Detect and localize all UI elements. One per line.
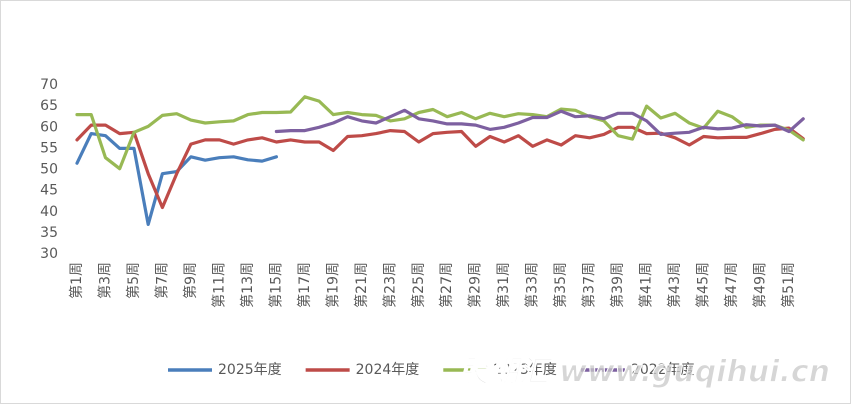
x-tick-label: 第37周 bbox=[581, 262, 598, 308]
y-tick-label: 50 bbox=[40, 162, 58, 178]
x-tick-label: 第47周 bbox=[723, 262, 740, 308]
x-tick-label: 第7周 bbox=[153, 262, 170, 299]
x-tick-label: 第9周 bbox=[182, 262, 199, 299]
legend-label: 2022年度 bbox=[631, 362, 695, 378]
x-tick-label: 第43周 bbox=[666, 262, 683, 308]
x-tick-label: 第39周 bbox=[609, 262, 626, 308]
series-line bbox=[75, 95, 805, 171]
y-tick-label: 70 bbox=[40, 77, 58, 93]
x-tick-label: 第3周 bbox=[96, 262, 113, 299]
watermark: 股期汇 www.guqihui.cn bbox=[458, 355, 830, 390]
x-tick-label: 第23周 bbox=[381, 262, 398, 308]
y-tick-label: 30 bbox=[40, 246, 58, 262]
y-tick-label: 35 bbox=[40, 225, 58, 241]
series-line bbox=[274, 108, 805, 136]
x-tick-label: 第33周 bbox=[524, 262, 541, 308]
x-tick-label: 第31周 bbox=[495, 262, 512, 308]
series-line bbox=[75, 123, 805, 210]
x-tick-label: 第17周 bbox=[296, 262, 313, 308]
x-tick-label: 第1周 bbox=[68, 262, 85, 299]
x-tick-label: 第35周 bbox=[552, 262, 569, 308]
x-tick-label: 第5周 bbox=[125, 262, 142, 299]
x-tick-label: 第45周 bbox=[695, 262, 712, 308]
y-tick-label: 65 bbox=[40, 98, 58, 114]
y-tick-label: 40 bbox=[40, 204, 58, 220]
x-tick-label: 第29周 bbox=[467, 262, 484, 308]
x-tick-label: 第21周 bbox=[353, 262, 370, 308]
x-tick-label: 第27周 bbox=[438, 262, 455, 308]
x-tick-label: 第15周 bbox=[267, 262, 284, 308]
x-tick-label: 第13周 bbox=[239, 262, 256, 308]
x-tick-label: 第19周 bbox=[324, 262, 341, 308]
y-tick-label: 55 bbox=[40, 140, 58, 156]
legend-label: 2024年度 bbox=[356, 362, 420, 378]
x-tick-label: 第49周 bbox=[752, 262, 769, 308]
legend-label: 2025年度 bbox=[218, 362, 282, 378]
legend-label: 2023年度 bbox=[493, 362, 557, 378]
x-tick-label: 第11周 bbox=[210, 262, 227, 308]
y-tick-label: 45 bbox=[40, 183, 58, 199]
x-tick-label: 第25周 bbox=[410, 262, 427, 308]
x-tick-label: 第41周 bbox=[638, 262, 655, 308]
x-tick-label: 第51周 bbox=[780, 262, 797, 308]
y-tick-label: 60 bbox=[40, 119, 58, 135]
